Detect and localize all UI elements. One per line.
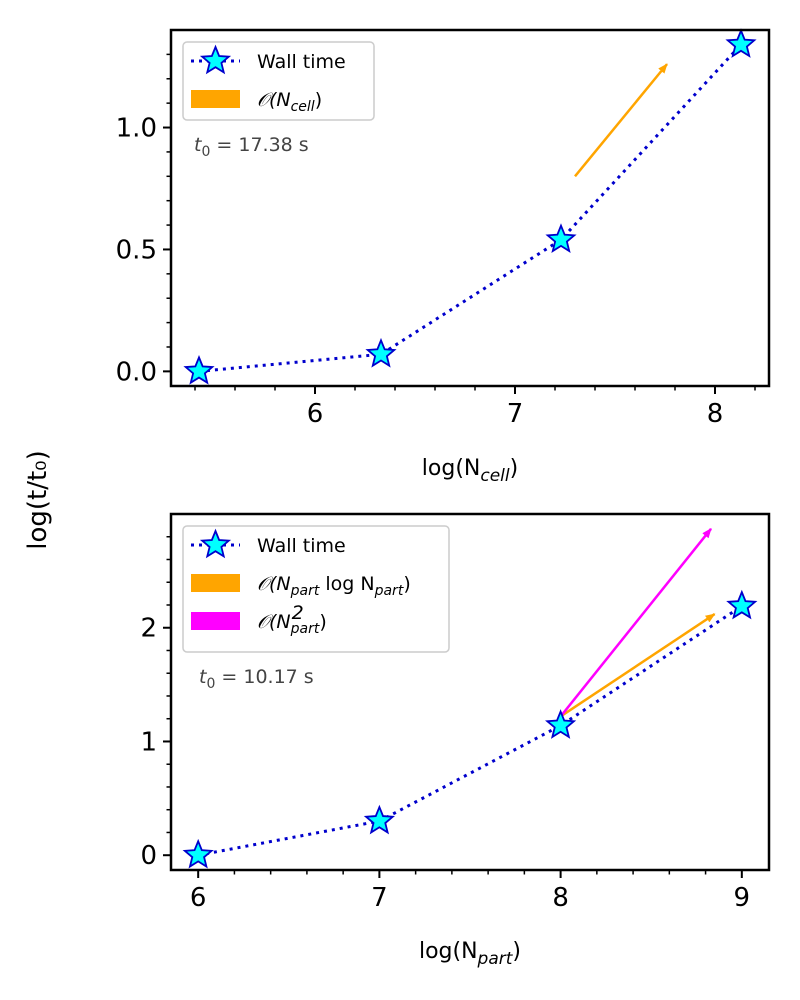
legend-patch — [191, 90, 240, 108]
panel-ncell-plot-area — [183, 28, 757, 385]
y-tick-label: 2 — [140, 614, 157, 644]
panel-ncell-legend: Wall time 𝒪(Ncell) — [182, 41, 375, 121]
x-tick-label: 6 — [190, 883, 207, 913]
legend-entry-wall-time: Wall time — [257, 51, 346, 73]
panel-npart: 6 7 8 9 0 1 2 Wall time 𝒪(Npart log Npart) 𝒪(Npa… — [140, 512, 771, 969]
legend-superscript: 2 — [292, 602, 304, 624]
y-tick-label: 0 — [140, 841, 157, 871]
legend-entry-wall-time: Wall time — [257, 535, 346, 557]
wall-time-point — [726, 589, 758, 620]
x-tick-label: 7 — [371, 883, 388, 913]
wall-time-point — [545, 709, 577, 739]
wall-time-point — [183, 354, 215, 385]
legend-patch — [191, 574, 240, 592]
x-tick-label: 7 — [507, 399, 524, 429]
y-tick-label: 1 — [140, 727, 157, 757]
wall-time-point — [182, 838, 214, 869]
scaling-arrow-orange — [574, 63, 668, 178]
legend-entry-scaling: 𝒪(Npart) — [257, 611, 327, 637]
scaling-arrow-orange — [559, 613, 716, 718]
panel-npart-legend: Wall time 𝒪(Npart log Npart) 𝒪(Npart)2 — [182, 525, 450, 653]
panel-npart-x-axis-label: log(Npart) — [419, 939, 521, 969]
legend-star-icon — [199, 44, 232, 75]
panel-ncell-frame — [169, 28, 771, 388]
wall-time-point — [725, 28, 757, 58]
x-tick-label: 9 — [734, 883, 751, 913]
legend-box — [182, 525, 450, 653]
y-tick-label: 0.5 — [116, 235, 157, 265]
panel-ncell-t0-annotation: t0 = 17.38 s — [194, 134, 309, 160]
panel-ncell: 6 7 8 0.0 0.5 1.0 Wall time 𝒪(Ncell) t0 = 17.3… — [116, 28, 771, 486]
panel-npart-plot-area — [182, 528, 758, 869]
wall-time-point — [365, 337, 397, 368]
panel-npart-t0-annotation: t0 = 10.17 s — [199, 666, 314, 692]
x-tick-label: 8 — [707, 399, 724, 429]
x-tick-label: 8 — [552, 883, 569, 913]
y-tick-label: 0.0 — [116, 357, 157, 387]
shared-y-axis-label: log(t/t₀) — [23, 450, 53, 550]
wall-time-series-line — [197, 604, 743, 857]
x-tick-label: 6 — [307, 399, 324, 429]
panel-ncell-x-axis-label: log(Ncell) — [422, 456, 518, 486]
panel-ncell-ticks: 6 7 8 0.0 0.5 1.0 — [116, 53, 756, 429]
scaling-arrow-npart-squared — [559, 528, 712, 718]
legend-patch — [191, 612, 240, 630]
wall-time-point — [545, 223, 577, 253]
legend-entry-scaling: 𝒪(Npart log Npart) — [257, 573, 411, 599]
wall-time-series-line — [198, 43, 743, 373]
panel-npart-frame — [169, 512, 771, 872]
wall-time-point — [363, 804, 395, 835]
y-tick-label: 1.0 — [116, 114, 157, 144]
legend-star-icon — [199, 528, 232, 559]
legend-entry-scaling: 𝒪(Ncell) — [257, 89, 322, 115]
